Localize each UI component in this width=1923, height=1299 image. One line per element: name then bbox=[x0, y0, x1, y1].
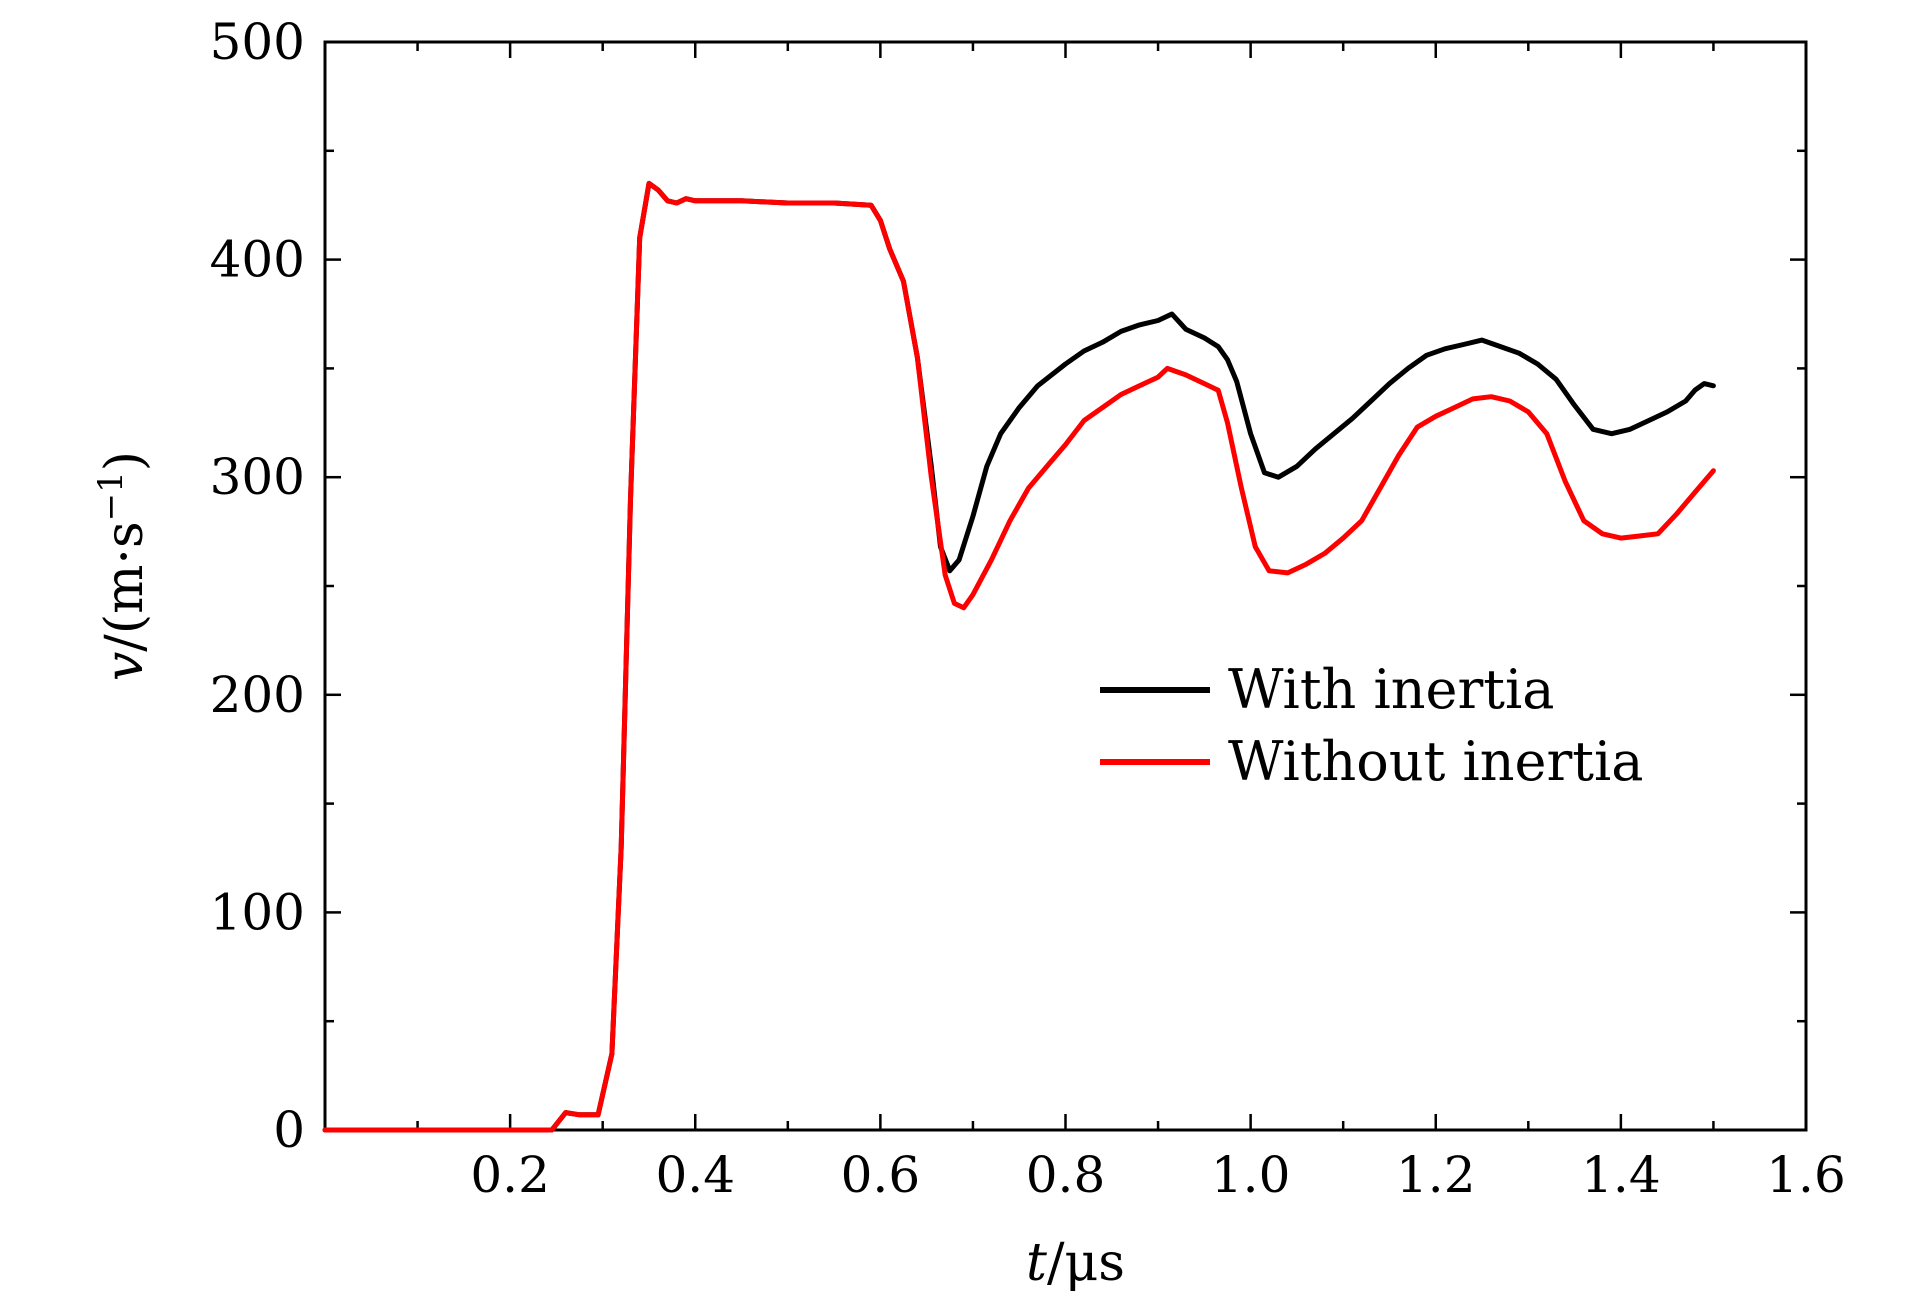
series-line-with-inertia bbox=[322, 180, 1716, 1133]
x-axis-title: t/μs bbox=[1026, 1233, 1125, 1293]
x-tick-label: 1.2 bbox=[1396, 1146, 1476, 1204]
series-line-without-inertia bbox=[322, 180, 1716, 1133]
x-tick-label: 0.2 bbox=[470, 1146, 550, 1204]
legend-label: Without inertia bbox=[1228, 730, 1643, 793]
legend: With inertia Without inertia bbox=[1100, 658, 1643, 793]
y-axis-unit: /(m·s bbox=[95, 521, 155, 651]
legend-label: With inertia bbox=[1228, 658, 1554, 721]
y-tick-label: 300 bbox=[210, 448, 305, 506]
y-axis-unit-close: ) bbox=[95, 451, 155, 471]
x-tick-label: 0.6 bbox=[841, 1146, 921, 1204]
x-tick-label: 0.4 bbox=[655, 1146, 735, 1204]
y-tick-label: 200 bbox=[210, 666, 305, 724]
y-tick-label: 400 bbox=[210, 231, 305, 289]
x-tick-label: 1.0 bbox=[1211, 1146, 1291, 1204]
x-axis-unit: /μs bbox=[1047, 1233, 1125, 1293]
y-axis-title: v/(m·s−1) bbox=[91, 451, 155, 681]
y-axis-var: v bbox=[95, 652, 155, 681]
x-tick-label: 0.8 bbox=[1026, 1146, 1106, 1204]
y-tick-label: 0 bbox=[273, 1101, 305, 1159]
plot-area bbox=[323, 40, 1808, 1132]
axis-tick-labels: 0.2 0.4 0.6 0.8 1.0 1.2 1.4 1.6 0 100 200 300 400 500 bbox=[210, 13, 1846, 1204]
y-tick-label: 100 bbox=[210, 883, 305, 941]
axis-ticks bbox=[325, 42, 1806, 1130]
y-axis-unit-sup: −1 bbox=[91, 471, 131, 521]
x-tick-label: 1.4 bbox=[1581, 1146, 1661, 1204]
x-tick-label: 1.6 bbox=[1766, 1146, 1846, 1204]
plot-frame bbox=[323, 40, 1808, 1132]
axis-titles: t/μs v/(m·s−1) bbox=[91, 451, 1125, 1293]
x-axis-var: t bbox=[1026, 1233, 1047, 1293]
series-layer bbox=[322, 180, 1716, 1133]
y-tick-label: 500 bbox=[210, 13, 305, 71]
